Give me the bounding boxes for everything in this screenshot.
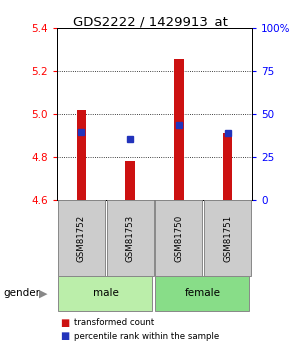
Text: transformed count: transformed count [74, 318, 154, 327]
Bar [223, 133, 232, 200]
Bar [76, 110, 86, 200]
Text: female: female [185, 288, 221, 298]
Text: gender: gender [3, 288, 40, 298]
Bar [107, 200, 154, 276]
Text: GSM81750: GSM81750 [174, 215, 183, 262]
Text: GSM81751: GSM81751 [223, 215, 232, 262]
Text: percentile rank within the sample: percentile rank within the sample [74, 332, 219, 341]
Text: ■: ■ [60, 318, 69, 327]
Bar [58, 200, 105, 276]
Text: GSM81753: GSM81753 [126, 215, 135, 262]
Text: ▶: ▶ [39, 288, 48, 298]
Text: GDS2222 / 1429913_at: GDS2222 / 1429913_at [73, 16, 227, 29]
Bar [155, 276, 249, 310]
Text: GSM81752: GSM81752 [77, 215, 86, 262]
Bar [125, 161, 135, 200]
Text: male: male [93, 288, 119, 298]
Bar [204, 200, 251, 276]
Bar [58, 276, 152, 310]
Bar [174, 59, 184, 200]
Text: ■: ■ [60, 332, 69, 341]
Bar [155, 200, 202, 276]
